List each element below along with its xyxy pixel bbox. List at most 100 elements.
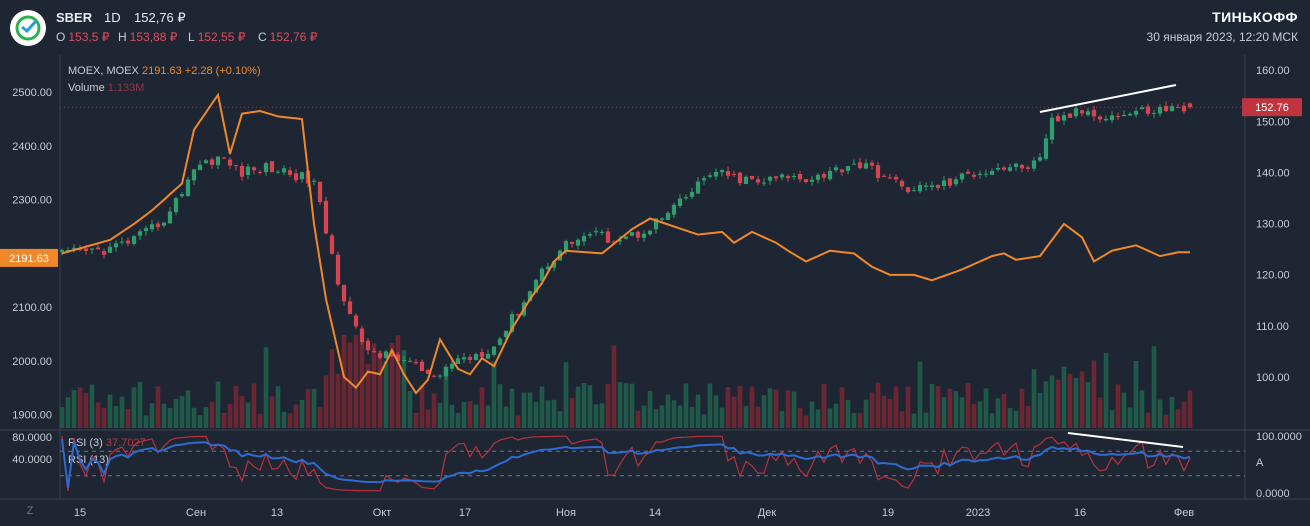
volume-bar: [275, 386, 281, 428]
timeframe-label[interactable]: 1D: [104, 10, 121, 25]
ticker-symbol[interactable]: SBER: [56, 10, 93, 25]
price-badge-bg: [1242, 98, 1302, 117]
x-axis-tick: 16: [1074, 507, 1086, 519]
candle-body: [347, 301, 353, 314]
candle-body: [83, 248, 89, 251]
candle-body: [155, 223, 161, 228]
volume-bar: [677, 405, 683, 428]
volume-bar: [557, 411, 563, 428]
volume-bar: [821, 384, 827, 428]
candle-body: [449, 363, 455, 369]
candle-body: [965, 171, 971, 174]
candle-body: [533, 279, 539, 293]
volume-bar: [635, 410, 641, 428]
volume-bar: [257, 413, 263, 428]
volume-bar: [1139, 390, 1145, 428]
rsi-right-tick: A: [1256, 457, 1264, 469]
moex-badge-text: 2191.63: [9, 253, 49, 265]
volume-bar: [641, 405, 647, 428]
volume-bar: [803, 415, 809, 428]
volume-bar: [545, 400, 551, 428]
volume-bar: [599, 403, 605, 428]
volume-bar: [701, 414, 707, 428]
candle-body: [287, 170, 293, 175]
volume-bar: [1157, 399, 1163, 428]
volume-bar: [239, 396, 245, 428]
candle-body: [323, 200, 329, 234]
moex-line: [61, 92, 1190, 395]
volume-bar: [95, 402, 101, 428]
candle-body: [71, 247, 77, 249]
candle-body: [605, 231, 611, 243]
candle-body: [353, 315, 359, 327]
volume-bar: [383, 361, 389, 428]
volume-bar: [449, 404, 455, 428]
volume-bar: [755, 406, 761, 428]
moex-legend[interactable]: MOEX, MOEX 2191.63 +2.28 (+0.10%): [68, 65, 261, 77]
datetime-label: 30 января 2023, 12:20 МСК: [1146, 30, 1298, 44]
volume-bar: [953, 391, 959, 428]
volume-bar: [71, 390, 77, 428]
candle-body: [113, 243, 119, 248]
candle-body: [509, 314, 515, 332]
volume-bar: [575, 386, 581, 428]
price-badge-text: 152.76: [1255, 102, 1289, 114]
volume-bar: [683, 383, 689, 428]
candle-body: [551, 261, 557, 268]
volume-bar: [737, 386, 743, 428]
ohlc-value: 153,5 ₽: [68, 30, 110, 44]
ohlc-o: O 153,5 ₽: [56, 30, 109, 44]
candle-body: [419, 361, 425, 371]
candle-body: [887, 177, 893, 179]
candle-body: [497, 338, 503, 345]
volume-bar: [707, 383, 713, 428]
volume-bar: [371, 343, 377, 428]
candle-body: [77, 249, 83, 251]
rsi3-legend[interactable]: RSI (3) 37.7027: [68, 437, 146, 449]
rsi-left-tick: 40.0000: [12, 454, 52, 466]
volume-bar: [1013, 410, 1019, 428]
candle-body: [659, 218, 665, 220]
candle-body: [761, 182, 767, 184]
candle-body: [539, 268, 545, 281]
candle-body: [65, 250, 71, 251]
candle-body: [587, 234, 593, 236]
volume-bar: [797, 408, 803, 428]
candle-body: [701, 178, 707, 181]
candle-body: [1007, 167, 1013, 171]
rsi3-legend-value: 37.7027: [105, 437, 146, 449]
candle-body: [269, 161, 275, 173]
volume-bar: [401, 350, 407, 428]
volume-bar: [509, 388, 515, 428]
volume-bar: [365, 363, 371, 428]
volume-legend[interactable]: Volume 1.133M: [68, 82, 144, 94]
candle-body: [491, 346, 497, 355]
left-axis-tick: 2300.00: [12, 195, 52, 207]
candle-body: [893, 176, 899, 180]
volume-bar: [329, 349, 335, 428]
volume-bar: [431, 393, 437, 428]
candle-body: [665, 212, 671, 220]
candle-body: [311, 180, 317, 182]
x-axis-tick: 15: [74, 507, 86, 519]
volume-bar: [245, 402, 251, 428]
volume-bar: [131, 387, 137, 428]
candle-body: [635, 231, 641, 238]
candle-body: [173, 198, 179, 212]
moex-legend-change: +2.28 (+0.10%): [184, 65, 261, 77]
candle-body: [629, 232, 635, 236]
volume-bar: [617, 382, 623, 428]
candle-body: [317, 181, 323, 202]
candle-body: [245, 166, 251, 175]
volume-bar: [251, 383, 257, 428]
volume-bar: [539, 386, 545, 428]
volume-bar: [863, 399, 869, 428]
candle-body: [1181, 105, 1187, 112]
x-axis-tick: Фев: [1174, 507, 1194, 519]
right-axis-tick: 130.00: [1256, 219, 1290, 231]
candle-body: [227, 159, 233, 166]
candle-body: [857, 162, 863, 169]
candle-body: [611, 241, 617, 243]
volume-bar: [473, 404, 479, 428]
